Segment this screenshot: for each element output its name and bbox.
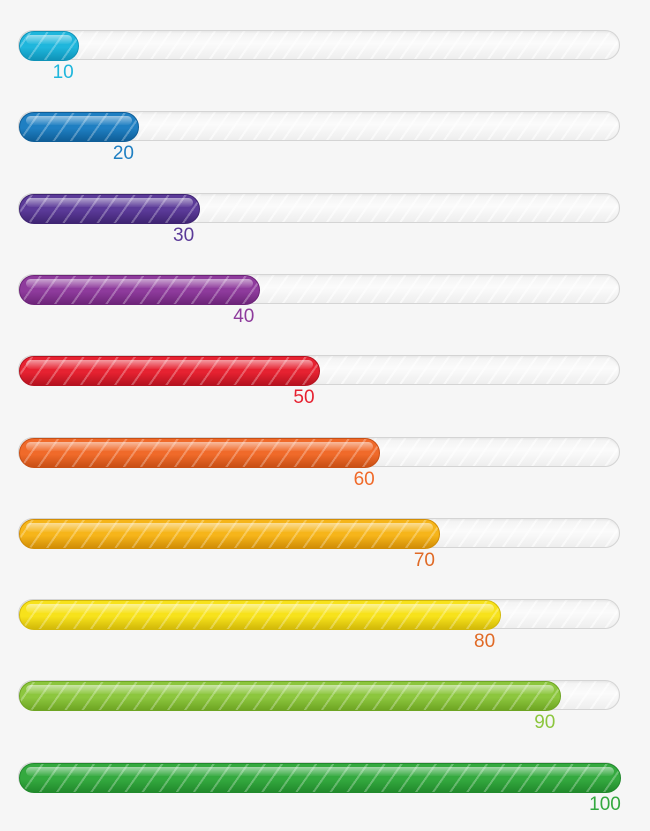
progress-track: [18, 436, 620, 468]
progress-track: [18, 680, 620, 712]
progress-fill: [19, 762, 621, 793]
progress-track: [18, 30, 620, 61]
progress-value-label: 60: [353, 468, 375, 490]
progress-bar-40: 40: [18, 273, 620, 334]
progress-fill: [19, 356, 320, 387]
progress-bar-90: 90: [18, 680, 620, 740]
progress-fill: [19, 518, 441, 549]
progress-value-label: 10: [52, 62, 74, 83]
progress-track: [18, 273, 620, 305]
progress-bar-50: 50: [18, 355, 620, 415]
progress-value-label: 70: [413, 549, 435, 571]
progress-fill: [19, 274, 260, 305]
progress-bar-10: 10: [18, 30, 620, 90]
progress-bar-80: 80: [18, 599, 620, 659]
progress-value-label: 80: [474, 631, 496, 653]
progress-track: [18, 761, 621, 793]
progress-value-label: 30: [173, 224, 195, 246]
progress-bar-60: 60: [18, 436, 620, 497]
progress-bar-70: 70: [18, 517, 620, 578]
progress-value-label: 50: [293, 387, 315, 409]
progress-track: [18, 599, 620, 631]
progress-fill: [19, 437, 381, 468]
progress-fill: [19, 600, 501, 631]
progress-bar-20: 20: [18, 111, 620, 171]
progress-fill: [19, 112, 140, 143]
progress-track: [18, 355, 620, 387]
progress-bar-30: 30: [18, 192, 620, 253]
progress-value-label: 90: [534, 712, 556, 734]
progress-track: [18, 517, 620, 549]
progress-value-label: 100: [589, 793, 621, 815]
progress-value-label: 40: [233, 305, 255, 327]
progress-fill: [19, 681, 561, 712]
progress-track: [18, 192, 620, 224]
progress-track: [18, 111, 620, 143]
progress-fill: [19, 193, 200, 224]
progress-bar-100: 100: [18, 761, 621, 822]
progress-value-label: 20: [112, 143, 134, 165]
progress-fill: [19, 31, 80, 61]
